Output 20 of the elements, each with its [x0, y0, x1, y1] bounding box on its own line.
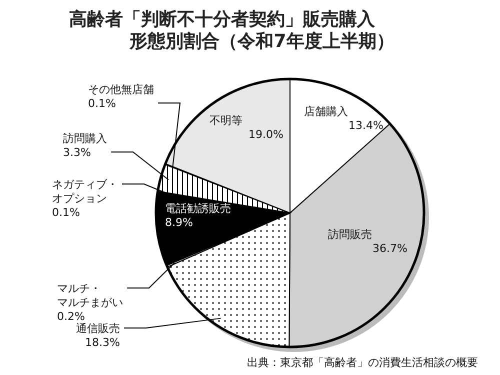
- slice-label: マルチ・マルチまがい: [57, 282, 123, 309]
- slice-label: 訪問販売: [328, 228, 372, 241]
- data-label: 36.7%: [372, 242, 408, 255]
- slice-label: その他無店舗: [88, 83, 154, 96]
- slice-label: 電話勧誘販売: [165, 202, 231, 215]
- chart-title: 高齢者「判断不十分者契約」販売購入形態別割合（令和7年度上半期）: [69, 9, 394, 52]
- slice-label: 不明等: [210, 114, 242, 127]
- slice-label: 通信販売: [76, 322, 120, 335]
- data-label: 8.9%: [165, 216, 193, 229]
- data-label: 3.3%: [63, 146, 91, 159]
- slice-label: ネガティブ・オプション: [52, 178, 118, 205]
- data-label: 18.3%: [85, 336, 120, 349]
- data-label: 13.4%: [348, 119, 384, 132]
- source-note: 出典：東京都「高齢者」の消費生活相談の概要: [247, 356, 478, 369]
- data-label: 19.0%: [248, 128, 284, 141]
- data-label: 0.2%: [57, 310, 85, 323]
- data-label: 0.1%: [88, 97, 116, 110]
- slice-label: 訪問購入: [63, 132, 107, 145]
- slice-label: 店舗購入: [304, 105, 348, 118]
- data-label: 0.1%: [52, 206, 80, 219]
